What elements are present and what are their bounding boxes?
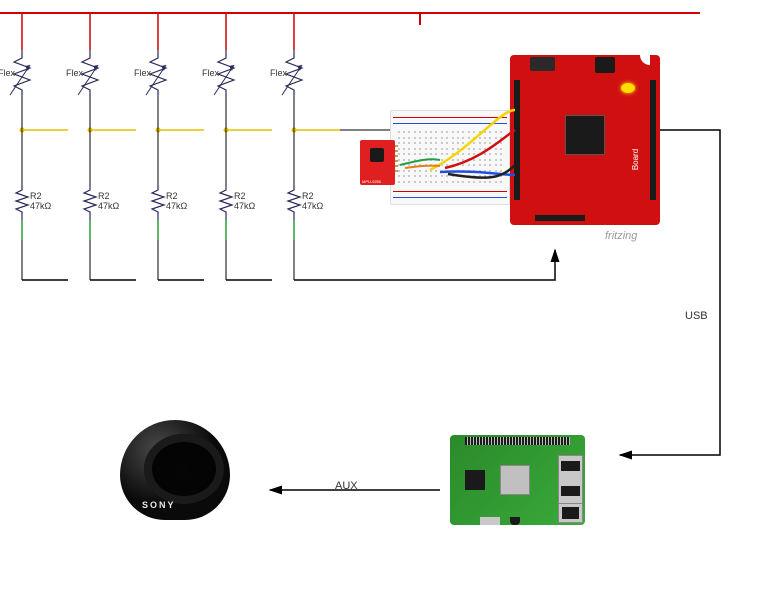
rpi-audio-jack[interactable] — [510, 517, 520, 525]
raspberry-pi — [450, 435, 585, 525]
flex-module-0: Flex R247kΩ — [0, 10, 70, 290]
flex-sensor-label: Flex — [270, 68, 287, 78]
rpi-hdmi-port[interactable] — [480, 517, 500, 525]
redboard-header-left[interactable] — [514, 80, 520, 200]
rpi-usb-ports[interactable] — [558, 455, 583, 510]
breadboard — [390, 110, 510, 205]
rpi-ethernet-port[interactable] — [558, 503, 583, 523]
redboard-power-led — [621, 83, 635, 93]
resistor-label: R247kΩ — [166, 192, 187, 212]
speaker-brand-label: SONY — [142, 500, 176, 510]
usb-connection-label: USB — [685, 310, 708, 322]
imu-chip — [370, 148, 384, 162]
imu-module: MPU-9250 — [360, 140, 395, 185]
resistor-label: R247kΩ — [234, 192, 255, 212]
rpi-soc — [500, 465, 530, 495]
flex-module-4: Flex R247kΩ — [272, 10, 342, 290]
flex-module-3: Flex R247kΩ — [204, 10, 274, 290]
rpi-gpio-header[interactable] — [465, 437, 570, 445]
resistor-label: R247kΩ — [302, 192, 323, 212]
redboard-header-icsp[interactable] — [535, 215, 585, 221]
redboard-silk-label: Board — [631, 149, 640, 170]
resistor-label: R247kΩ — [30, 192, 51, 212]
imu-header-pins — [395, 145, 398, 172]
flex-module-2: Flex R247kΩ — [136, 10, 206, 290]
redboard: Board — [510, 55, 660, 225]
flex-sensor-label: Flex — [0, 68, 15, 78]
resistor-label: R247kΩ — [98, 192, 119, 212]
redboard-mcu — [565, 115, 605, 155]
redboard-header-right[interactable] — [650, 80, 656, 200]
bluetooth-speaker: SONY — [110, 420, 240, 540]
redboard-barrel-jack[interactable] — [595, 57, 615, 73]
imu-label: MPU-9250 — [362, 179, 381, 184]
fritzing-credit: fritzing — [605, 230, 637, 242]
flex-sensor-label: Flex — [134, 68, 151, 78]
aux-connection-label: AUX — [335, 480, 358, 492]
flex-sensor-label: Flex — [202, 68, 219, 78]
rpi-ram — [465, 470, 485, 490]
speaker-grille — [144, 434, 224, 504]
redboard-usb-port[interactable] — [530, 57, 555, 71]
flex-module-1: Flex R247kΩ — [68, 10, 138, 290]
flex-sensor-label: Flex — [66, 68, 83, 78]
